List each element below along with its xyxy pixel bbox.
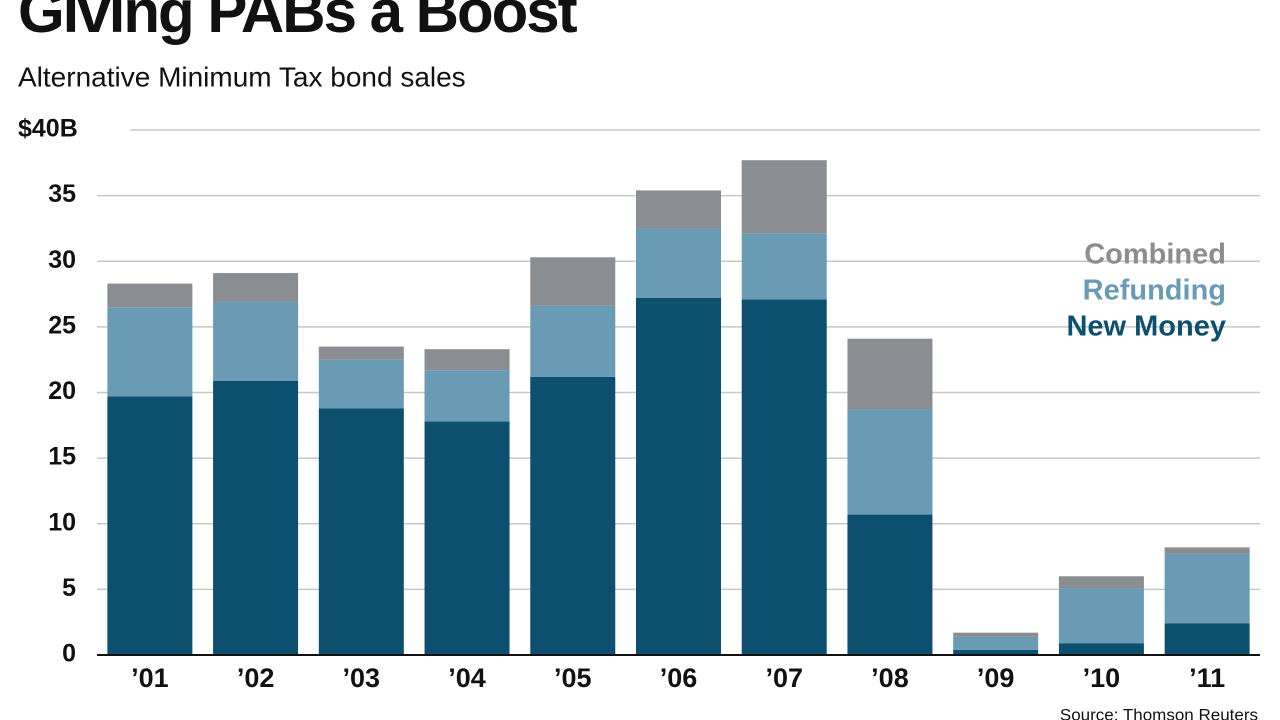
bar-segment: [530, 305, 616, 377]
bar-segment: [424, 370, 510, 422]
bar-segment: [318, 408, 404, 655]
y-tick-label: $40B: [18, 115, 78, 143]
legend-label: Combined: [1084, 239, 1226, 271]
bar-segment: [636, 228, 721, 298]
x-tick-label: ’04: [448, 663, 486, 693]
legend-label: Refunding: [1083, 275, 1226, 307]
legend-label: New Money: [1066, 311, 1226, 343]
bar-segment: [1164, 623, 1250, 655]
bar-segment: [953, 636, 1039, 650]
bar-segment: [213, 380, 299, 655]
x-tick-label: ’11: [1189, 663, 1225, 693]
bar-segment: [741, 233, 827, 300]
y-tick-label: 35: [48, 180, 76, 208]
y-tick-label: 15: [48, 443, 76, 471]
bar-segment: [741, 299, 827, 655]
bar-segment: [213, 301, 299, 381]
bar-segment: [1058, 576, 1144, 589]
bar-segment: [530, 257, 616, 306]
x-tick-label: ’02: [237, 663, 275, 693]
x-tick-label: ’01: [131, 663, 169, 693]
bar-segment: [318, 359, 404, 409]
x-tick-label: ’03: [343, 663, 381, 693]
bar-segment: [318, 346, 404, 360]
y-tick-label: 20: [48, 377, 76, 405]
x-tick-label: ’10: [1083, 663, 1121, 693]
y-tick-label: 0: [62, 640, 76, 668]
bar-segment: [953, 649, 1039, 655]
bar-segment: [424, 349, 510, 371]
bar-segment: [953, 632, 1039, 637]
chart-subtitle: Alternative Minimum Tax bond sales: [18, 61, 466, 92]
bar-segment: [1164, 553, 1250, 624]
bar-segment: [741, 160, 827, 234]
x-tick-label: ’05: [554, 663, 592, 693]
bar-segment: [847, 514, 933, 655]
bar-segment: [424, 421, 510, 655]
bar-segment: [107, 396, 193, 655]
bar-segment: [107, 307, 193, 397]
x-tick-label: ’06: [660, 663, 698, 693]
bar-segment: [636, 190, 721, 229]
x-tick-label: ’07: [765, 663, 803, 693]
y-tick-label: 10: [48, 508, 76, 536]
x-tick-label: ’08: [871, 663, 909, 693]
x-tick-label: ’09: [977, 663, 1015, 693]
bar-segment: [1164, 547, 1250, 554]
bar-segment: [213, 273, 299, 302]
chart-title: Giving PABs a Boost: [18, 0, 578, 45]
y-tick-label: 30: [48, 246, 76, 274]
bar-segment: [107, 283, 193, 308]
bar-segment: [847, 409, 933, 515]
bar-segment: [1058, 588, 1144, 644]
y-tick-label: 25: [48, 311, 76, 339]
bar-segment: [530, 376, 616, 655]
bar-segment: [1058, 643, 1144, 655]
bar-segment: [636, 298, 721, 655]
source-note: Source: Thomson Reuters: [1060, 705, 1258, 720]
bar-segment: [847, 338, 933, 410]
y-tick-label: 5: [62, 574, 76, 602]
